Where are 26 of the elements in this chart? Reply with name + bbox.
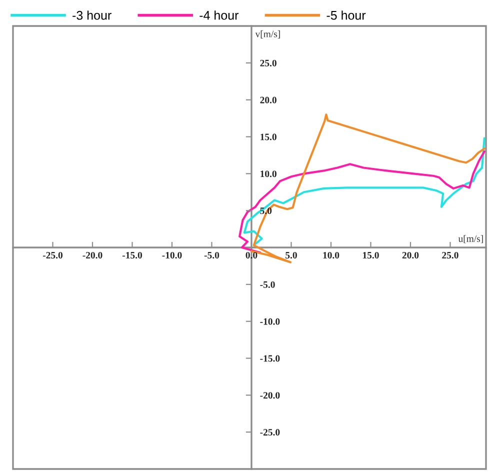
- legend-label: -3 hour: [72, 10, 112, 20]
- x-tick-label: -15.0: [122, 252, 142, 259]
- x-tick-label: 15.0: [363, 252, 379, 259]
- x-tick-label: -20.0: [82, 252, 102, 259]
- y-tick-label: -15.0: [260, 355, 280, 362]
- y-tick-label: 20.0: [260, 96, 276, 104]
- legend-label: -4 hour: [200, 10, 239, 20]
- x-tick-label: 0.0: [246, 252, 258, 259]
- x-tick-label: 20.0: [402, 252, 419, 259]
- y-tick-label: -20.0: [260, 392, 280, 399]
- y-tick-label: -5.0: [260, 281, 275, 288]
- x-tick-label: 25.0: [442, 252, 458, 259]
- x-tick-label: 10.0: [323, 252, 340, 259]
- x-tick-label: -10.0: [162, 252, 182, 259]
- x-tick-label: -25.0: [42, 252, 63, 259]
- x-axis-title: u[m/s]: [458, 235, 483, 244]
- legend-label: -5 hour: [326, 10, 366, 20]
- y-axis-title: v[m/s]: [255, 30, 280, 38]
- y-tick-label: -10.0: [260, 318, 280, 325]
- x-tick-label: -5.0: [204, 252, 220, 259]
- y-tick-label: 25.0: [260, 60, 276, 66]
- line-series: [238, 150, 486, 254]
- y-tick-label: 15.0: [260, 134, 276, 140]
- y-tick-label: 10.0: [260, 170, 276, 178]
- y-tick-label: -25.0: [260, 428, 280, 436]
- x-tick-label: 5.0: [286, 252, 297, 259]
